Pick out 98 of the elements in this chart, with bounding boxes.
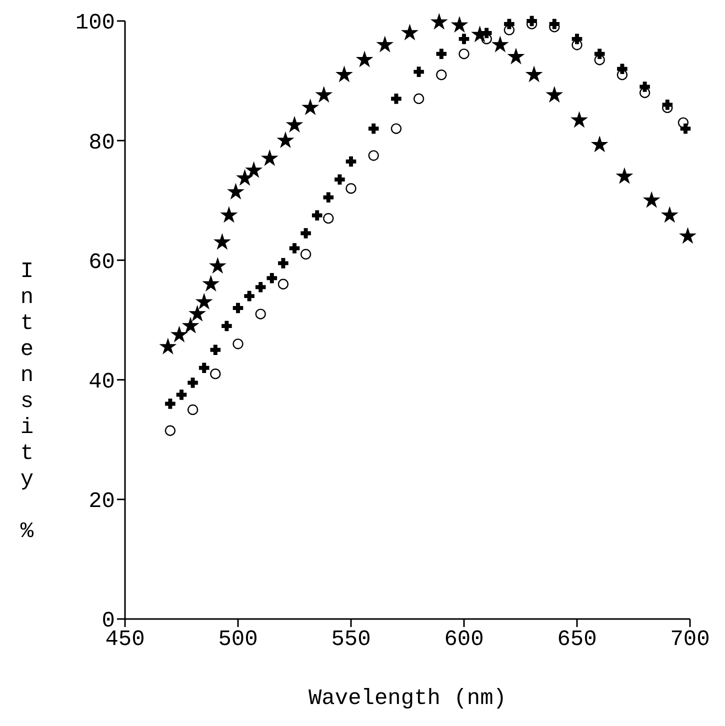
point (164, 425, 176, 436)
point (458, 34, 470, 44)
point (452, 16, 468, 32)
point (617, 64, 628, 74)
x-tick-label: 600 (444, 627, 484, 652)
point (592, 136, 608, 152)
point (198, 362, 210, 373)
point (323, 213, 334, 224)
point (165, 398, 176, 409)
point (508, 48, 524, 64)
point (390, 123, 402, 134)
point (616, 70, 628, 80)
point (546, 86, 562, 102)
point (391, 94, 402, 104)
point (376, 36, 393, 52)
y-tick-label: 100 (75, 10, 115, 36)
point (176, 390, 187, 400)
point (413, 93, 424, 104)
point (526, 16, 537, 26)
point (571, 112, 588, 128)
point (266, 272, 278, 284)
point (221, 207, 237, 222)
point (300, 248, 312, 260)
x-tick-label: 500 (218, 627, 258, 652)
point (312, 210, 322, 220)
point (228, 184, 244, 199)
point (278, 258, 288, 268)
point (171, 326, 188, 342)
point (202, 276, 219, 291)
point (639, 87, 650, 98)
x-axis-title: Wavelength (nm) (308, 686, 507, 711)
y-tick-label: 40 (88, 370, 115, 394)
point (222, 320, 232, 332)
point (160, 338, 176, 354)
x-tick-label: 650 (557, 627, 597, 652)
point (616, 168, 632, 184)
point (346, 183, 356, 194)
point (262, 150, 278, 166)
point (336, 66, 352, 82)
x-tick-label: 700 (670, 627, 710, 652)
point (302, 99, 318, 114)
point (504, 18, 514, 30)
point (644, 192, 660, 208)
point (232, 338, 244, 350)
point (662, 207, 678, 222)
point (255, 282, 266, 292)
point (189, 306, 206, 321)
point (323, 192, 334, 203)
point (431, 14, 448, 29)
point (678, 117, 689, 128)
y-tick-label: 60 (88, 250, 115, 275)
y-tick-label: 80 (88, 130, 115, 156)
point (182, 318, 198, 333)
point (549, 18, 560, 30)
point (188, 378, 198, 388)
point (300, 228, 311, 238)
point (594, 48, 605, 60)
x-tick-label: 550 (331, 627, 371, 652)
text: Intensity % (20, 259, 34, 544)
point (334, 174, 345, 185)
point (368, 150, 379, 161)
point (436, 48, 447, 60)
point (662, 100, 673, 110)
point (244, 290, 254, 302)
point (680, 123, 691, 134)
point (572, 34, 582, 44)
point (278, 132, 294, 148)
point (289, 243, 300, 254)
point (356, 52, 372, 67)
point (210, 258, 226, 273)
point (481, 28, 492, 38)
point (368, 123, 379, 134)
point (236, 170, 253, 186)
point (316, 86, 332, 102)
point (278, 278, 289, 290)
point (640, 82, 650, 92)
point (346, 156, 356, 167)
point (504, 24, 515, 36)
point (286, 116, 302, 132)
point (187, 404, 198, 416)
point (526, 66, 542, 82)
point (210, 344, 221, 356)
y-tick-label: 20 (88, 489, 115, 514)
point (214, 234, 230, 250)
point (196, 294, 212, 309)
point (680, 228, 696, 244)
point (246, 162, 262, 178)
point (402, 24, 418, 40)
point (481, 34, 492, 44)
point (492, 36, 508, 52)
point (255, 308, 266, 320)
point (210, 368, 221, 380)
point (572, 40, 582, 50)
point (594, 54, 605, 66)
point (436, 70, 447, 80)
point (414, 66, 424, 77)
point (232, 302, 244, 314)
point (458, 48, 470, 60)
